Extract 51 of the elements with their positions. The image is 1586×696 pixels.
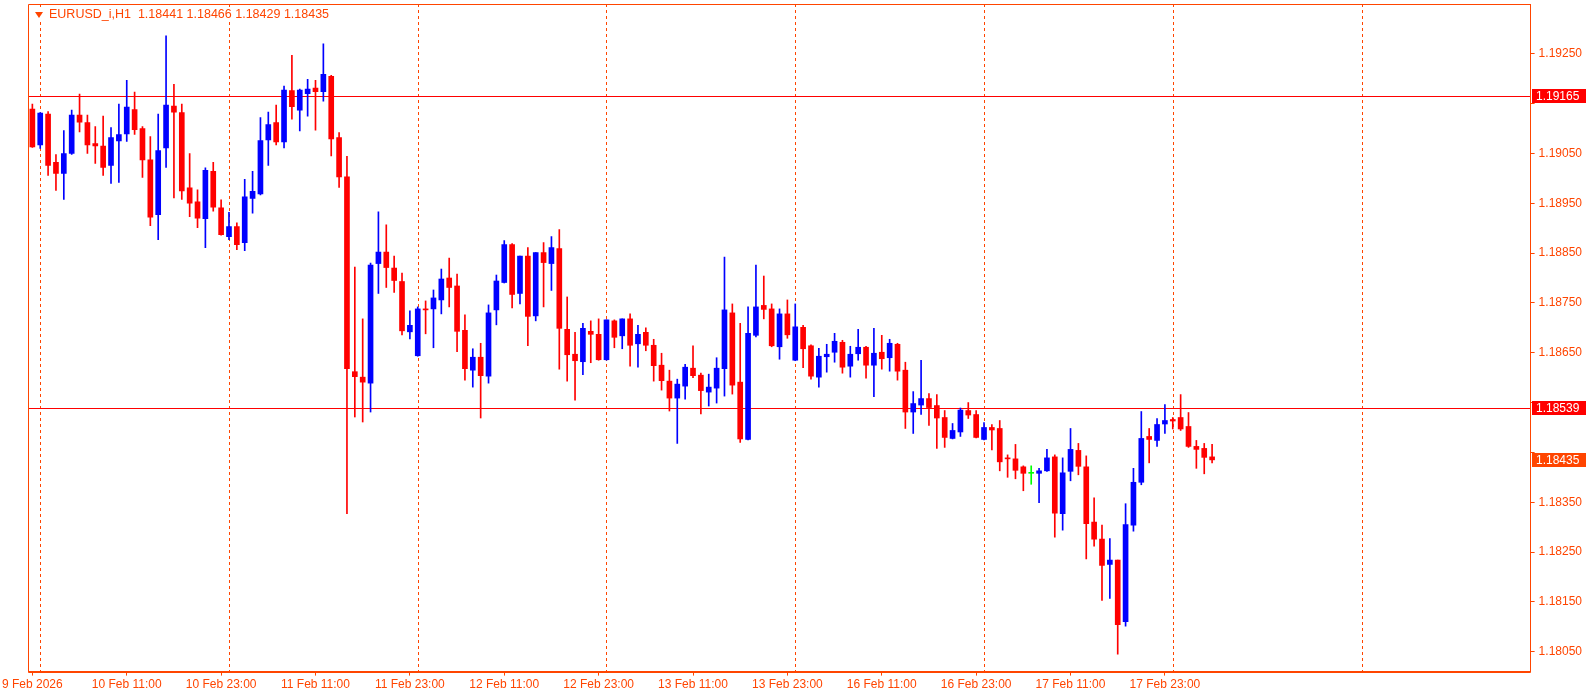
candlestick	[1169, 417, 1176, 430]
x-tick-label: 11 Feb 11:00	[281, 677, 351, 692]
text: 1.18435	[1536, 452, 1580, 467]
candlestick	[1107, 538, 1113, 599]
y-tick-label: 1.18150	[1538, 594, 1583, 609]
candlestick	[1162, 404, 1168, 434]
y-tick-label: 1.19050	[1538, 145, 1583, 160]
x-tick-label: 12 Feb 11:00	[469, 677, 540, 692]
y-tick-label: 1.18350	[1538, 494, 1583, 509]
y-tick-label: 1.18050	[1538, 643, 1583, 658]
candlestick	[1028, 465, 1035, 485]
x-tick-label: 17 Feb 23:00	[1129, 677, 1201, 692]
candlestick	[383, 224, 390, 288]
candlestick	[690, 345, 696, 378]
candlestick	[705, 373, 712, 407]
candlestick	[871, 328, 877, 397]
candlestick	[989, 424, 995, 451]
x-tick-label: 13 Feb 23:00	[752, 677, 824, 692]
y-tick-label: 1.18750	[1538, 295, 1583, 310]
x-tick-label: 10 Feb 11:00	[91, 677, 162, 692]
candlestick	[674, 378, 681, 444]
x-tick-label: 9 Feb 2026	[2, 677, 64, 692]
y-tick-label: 1.18650	[1538, 345, 1583, 360]
y-tick-label: 1.18950	[1538, 195, 1583, 210]
ref-line-label: 1.18539	[1536, 400, 1580, 415]
candlestick	[572, 331, 578, 401]
candlestick	[918, 359, 924, 415]
x-tick-label: 17 Feb 11:00	[1035, 677, 1106, 692]
candlestick	[635, 325, 641, 368]
candlestick	[587, 320, 594, 364]
candlestick	[92, 126, 99, 164]
candlestick	[823, 343, 830, 373]
candlestick	[446, 257, 453, 308]
x-tick-label: 16 Feb 23:00	[940, 677, 1012, 692]
x-tick-label: 10 Feb 23:00	[185, 677, 257, 692]
y-tick-label: 1.19250	[1538, 46, 1583, 61]
y-tick-label: 1.18250	[1538, 544, 1583, 559]
ref-line-label: 1.19165	[1536, 88, 1580, 103]
x-tick-label: 13 Feb 11:00	[658, 677, 729, 692]
candlestick	[855, 329, 862, 361]
x-tick-label: 16 Feb 11:00	[846, 677, 918, 692]
y-tick-label: 1.18850	[1538, 245, 1583, 260]
candlestick	[760, 275, 767, 320]
chart-title: EURUSD_i,H1 1.18441 1.18466 1.18429 1.18435	[49, 7, 330, 22]
candlestick	[878, 334, 885, 370]
x-tick-label: 12 Feb 23:00	[563, 677, 635, 692]
candlestick	[1146, 428, 1153, 464]
candlestick	[1036, 468, 1042, 504]
candlestick	[910, 391, 917, 434]
candlestick	[116, 103, 122, 183]
x-tick-label: 11 Feb 23:00	[374, 677, 446, 692]
